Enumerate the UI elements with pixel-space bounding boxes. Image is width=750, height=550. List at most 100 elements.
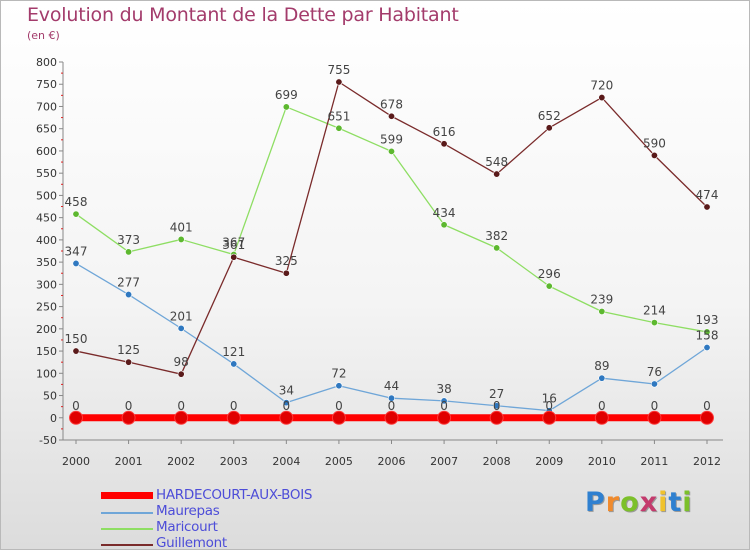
y-tick-label: 650 — [36, 123, 57, 136]
logo-letter: P — [585, 487, 606, 518]
data-label: 616 — [433, 125, 456, 139]
data-point — [230, 360, 238, 368]
y-tick-label: 150 — [36, 345, 57, 358]
data-label: 599 — [380, 132, 403, 146]
data-point — [703, 344, 711, 352]
x-tick-label: 2011 — [640, 455, 668, 468]
data-point — [335, 124, 343, 132]
chart-unit-label: (en €) — [27, 29, 60, 42]
data-label: 150 — [65, 332, 88, 346]
x-tick-label: 2010 — [588, 455, 616, 468]
data-label: 373 — [117, 233, 140, 247]
data-point — [598, 94, 606, 102]
logo-letter: o — [620, 487, 640, 518]
data-label: 755 — [327, 63, 350, 77]
data-label: 38 — [436, 382, 451, 396]
data-label: 98 — [174, 355, 189, 369]
legend-label: HARDECOURT-AUX-BOIS — [156, 487, 313, 503]
data-point — [700, 410, 714, 425]
data-point — [282, 399, 290, 407]
proxiti-logo: Proxiti — [585, 487, 693, 518]
y-tick-label: 750 — [36, 78, 57, 91]
data-label: 0 — [230, 399, 238, 413]
data-label: 434 — [433, 206, 456, 220]
data-point — [331, 410, 346, 425]
data-label: 382 — [485, 229, 508, 243]
data-label: 34 — [279, 384, 294, 398]
data-label: 0 — [598, 399, 606, 413]
data-label: 277 — [117, 276, 140, 290]
data-label: 125 — [117, 343, 140, 357]
data-label: 678 — [380, 97, 403, 111]
data-point — [282, 269, 290, 277]
x-tick-label: 2012 — [693, 455, 721, 468]
data-point — [598, 307, 606, 315]
data-point — [598, 374, 606, 382]
data-label: 296 — [538, 267, 561, 281]
data-label: 325 — [275, 254, 298, 268]
y-tick-label: 300 — [36, 278, 57, 291]
data-label: 699 — [275, 88, 298, 102]
legend-swatch — [101, 528, 153, 530]
data-label: 0 — [388, 399, 396, 413]
x-tick-label: 2003 — [220, 455, 248, 468]
x-tick-label: 2009 — [535, 455, 563, 468]
data-point — [493, 244, 501, 252]
x-tick-label: 2000 — [62, 455, 90, 468]
data-label: 458 — [65, 195, 88, 209]
data-point — [440, 221, 448, 229]
data-point — [437, 410, 452, 425]
x-tick-label: 2002 — [167, 455, 195, 468]
data-point — [594, 410, 609, 425]
data-point — [121, 410, 136, 425]
y-tick-label: 0 — [50, 412, 57, 425]
data-point — [440, 140, 448, 148]
data-label: 27 — [489, 387, 504, 401]
data-point — [703, 203, 711, 211]
y-tick-label: 550 — [36, 167, 57, 180]
x-tick-label: 2008 — [483, 455, 511, 468]
data-label: 590 — [643, 136, 666, 150]
data-point — [72, 347, 80, 355]
data-point — [72, 259, 80, 267]
data-label: 0 — [545, 399, 553, 413]
logo-letter: t — [668, 487, 683, 518]
data-label: 201 — [170, 309, 193, 323]
x-tick-label: 2004 — [272, 455, 300, 468]
data-point — [125, 248, 133, 256]
data-point — [545, 124, 553, 132]
logo-letter: x — [639, 487, 659, 518]
legend-label: Maurepas — [156, 503, 220, 519]
y-tick-label: 700 — [36, 100, 57, 113]
data-label: 652 — [538, 109, 561, 123]
data-point — [72, 210, 80, 218]
data-point — [387, 147, 395, 155]
data-label: 651 — [327, 109, 350, 123]
data-label: 0 — [335, 399, 343, 413]
data-point — [125, 358, 133, 366]
legend-swatch — [101, 512, 153, 514]
legend-swatch — [101, 492, 153, 499]
data-point — [279, 410, 294, 425]
data-label: 401 — [170, 220, 193, 234]
data-label: 0 — [125, 399, 133, 413]
data-point — [282, 103, 290, 111]
data-label: 0 — [72, 399, 80, 413]
x-tick-label: 2007 — [430, 455, 458, 468]
data-label: 214 — [643, 304, 666, 318]
data-point — [387, 394, 395, 402]
data-label: 0 — [651, 399, 659, 413]
data-label: 121 — [222, 345, 245, 359]
data-point — [650, 319, 658, 327]
data-point — [387, 112, 395, 120]
data-point — [545, 282, 553, 290]
data-point — [493, 402, 501, 410]
data-label: 720 — [590, 79, 613, 93]
y-tick-label: 250 — [36, 301, 57, 314]
logo-letter: r — [605, 487, 621, 518]
data-point — [650, 380, 658, 388]
data-point — [647, 410, 662, 425]
data-point — [125, 291, 133, 299]
